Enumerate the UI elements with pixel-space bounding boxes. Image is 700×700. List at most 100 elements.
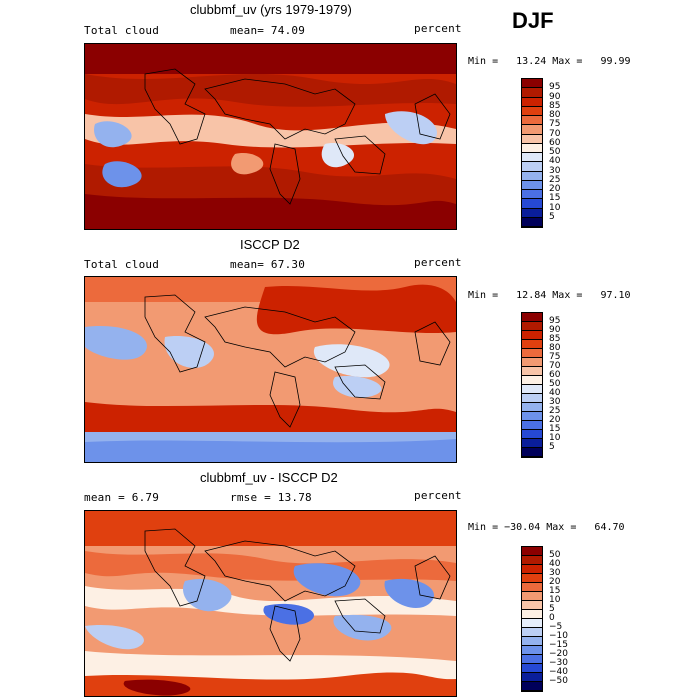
colorbar-swatch xyxy=(522,664,542,673)
colorbar-swatch xyxy=(522,190,542,200)
colorbar-swatch xyxy=(522,171,542,181)
colorbar-tick-label: 75 xyxy=(549,352,561,362)
panel3-units: percent xyxy=(414,489,462,502)
colorbar-tick-label: 25 xyxy=(549,174,561,185)
colorbar-tick-label: 40 xyxy=(549,388,561,398)
colorbar-tick-label: 5 xyxy=(549,442,555,452)
colorbar-tick-label: 10 xyxy=(549,202,561,213)
colorbar-tick-label: 20 xyxy=(549,184,561,194)
colorbar-swatch xyxy=(522,592,542,601)
colorbar-swatch xyxy=(522,421,542,430)
colorbar-tick-label: 10 xyxy=(549,433,561,443)
colorbar-tick-label: 15 xyxy=(549,193,561,204)
panel2-minmax: Min = 12.84 Max = 97.10 xyxy=(468,290,631,301)
colorbar-swatch xyxy=(522,394,542,403)
colorbar-swatch xyxy=(522,162,542,172)
colorbar-swatch xyxy=(522,143,542,153)
panel1-map xyxy=(84,43,457,230)
panel1-title: clubbmf_uv (yrs 1979-1979) xyxy=(190,2,352,17)
panel2-colorbar: 95 90 85 80 75 70 60 50 40 30 25 20 15 10 5 xyxy=(521,312,560,458)
colorbar-swatch xyxy=(522,547,542,556)
panel3-title: clubbmf_uv - ISCCP D2 xyxy=(200,470,338,485)
colorbar-swatch xyxy=(522,403,542,412)
colorbar-swatch xyxy=(522,358,542,367)
colorbar-swatch xyxy=(522,412,542,421)
panel1-minmax: Min = 13.24 Max = 99.99 xyxy=(468,56,631,67)
colorbar-swatch xyxy=(522,619,542,628)
colorbar-tick-label: 90 xyxy=(549,91,561,102)
colorbar-swatch xyxy=(522,628,542,637)
colorbar-tick-label: 75 xyxy=(549,119,561,130)
panel1-variable-label: Total cloud xyxy=(84,24,160,37)
colorbar-swatch xyxy=(522,322,542,331)
colorbar-swatch xyxy=(522,116,542,126)
colorbar-swatch xyxy=(522,682,542,691)
colorbar-tick-label: 70 xyxy=(549,128,561,139)
colorbar-swatch xyxy=(522,125,542,135)
colorbar-swatch xyxy=(522,331,542,340)
colorbar-swatch xyxy=(522,106,542,116)
panel2-mean: mean= 67.30 xyxy=(230,258,306,271)
panel3-minmax: Min = −30.04 Max = 64.70 xyxy=(468,522,625,533)
colorbar-swatch xyxy=(522,88,542,98)
colorbar-swatch xyxy=(522,153,542,163)
colorbar-tick-label: 0 xyxy=(549,613,555,623)
colorbar-swatch xyxy=(522,349,542,358)
colorbar-tick-label: 30 xyxy=(549,165,561,176)
colorbar-tick-label: 50 xyxy=(549,379,561,389)
colorbar-tick-label: −40 xyxy=(549,667,568,677)
colorbar-swatch xyxy=(522,385,542,394)
colorbar-swatch xyxy=(522,556,542,565)
colorbar-tick-label: −50 xyxy=(549,676,568,686)
colorbar-tick-label: 60 xyxy=(549,370,561,380)
colorbar-swatch xyxy=(522,646,542,655)
colorbar-tick-label: 95 xyxy=(549,316,561,326)
colorbar-swatch xyxy=(522,565,542,574)
colorbar-tick-label: 50 xyxy=(549,147,561,157)
season-label: DJF xyxy=(512,8,554,33)
colorbar-swatch xyxy=(522,655,542,664)
colorbar-tick-label: 70 xyxy=(549,361,561,371)
colorbar-tick-label: 5 xyxy=(549,211,555,222)
colorbar-tick-label: 25 xyxy=(549,406,561,416)
colorbar-tick-label: 5 xyxy=(549,604,555,614)
panel1-units: percent xyxy=(414,22,462,35)
colorbar-swatch xyxy=(522,673,542,682)
colorbar-swatch xyxy=(522,430,542,439)
colorbar-tick-label: 50 xyxy=(549,550,561,560)
panel3-mean: mean = 6.79 xyxy=(84,491,160,504)
colorbar-tick-label: 60 xyxy=(549,137,561,148)
colorbar-tick-label: 30 xyxy=(549,568,561,578)
colorbar-swatch xyxy=(522,199,542,209)
panel2-title: ISCCP D2 xyxy=(240,237,300,252)
colorbar-tick-label: 40 xyxy=(549,559,561,569)
panel1-colorbar: 95 90 85 80 75 70 60 50 40 30 25 20 15 10 5 xyxy=(521,78,560,228)
panel3-colorbar: 50 40 30 20 15 10 5 0 −5 −10 −15 −20 −30 −40 −50 xyxy=(521,546,568,692)
colorbar-tick-label: 40 xyxy=(549,156,561,167)
colorbar-swatch xyxy=(522,79,542,89)
colorbar-swatch xyxy=(522,134,542,144)
colorbar-tick-label: 80 xyxy=(549,110,561,120)
colorbar-swatch xyxy=(522,448,542,457)
panel2-variable-label: Total cloud xyxy=(84,258,160,271)
colorbar-tick-label: 20 xyxy=(549,577,561,587)
colorbar-swatch xyxy=(522,313,542,322)
panel3-map xyxy=(84,510,457,697)
panel2-units: percent xyxy=(414,256,462,269)
colorbar-tick-label: 95 xyxy=(549,82,561,93)
colorbar-tick-label: 80 xyxy=(549,343,561,353)
colorbar-tick-label: 30 xyxy=(549,397,561,407)
colorbar-tick-label: −20 xyxy=(549,649,568,659)
colorbar-tick-label: 20 xyxy=(549,415,561,425)
colorbar-swatch xyxy=(522,367,542,376)
colorbar-tick-label: 85 xyxy=(549,100,561,111)
colorbar-swatch xyxy=(522,208,542,218)
colorbar-swatch xyxy=(522,610,542,619)
colorbar-tick-label: −10 xyxy=(549,631,568,641)
colorbar-swatch xyxy=(522,97,542,107)
colorbar-swatch xyxy=(522,583,542,592)
colorbar-tick-label: 10 xyxy=(549,595,561,605)
colorbar-tick-label: −30 xyxy=(549,658,568,668)
panel2-map-field xyxy=(85,277,456,462)
colorbar-swatch xyxy=(522,637,542,646)
